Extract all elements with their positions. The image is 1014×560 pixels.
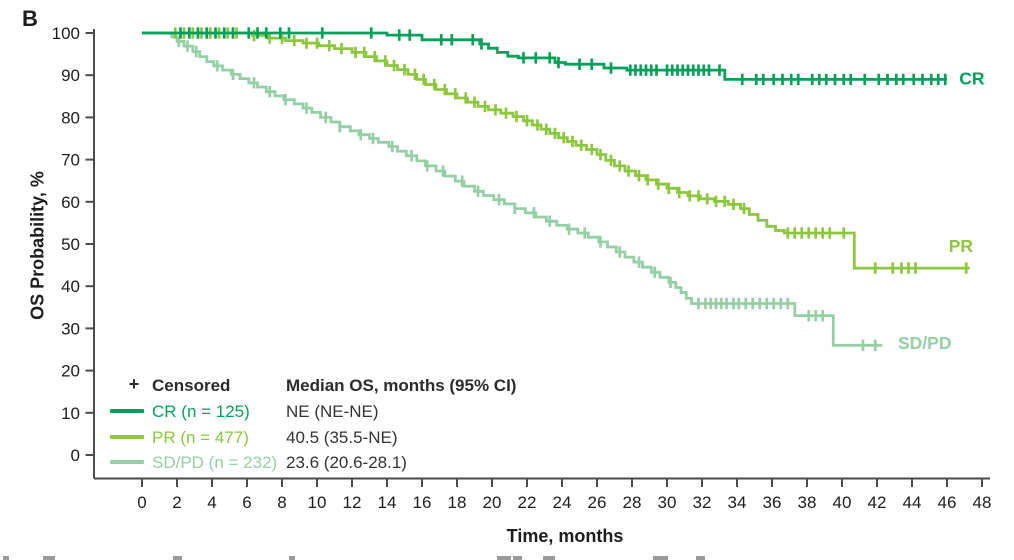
y-tick-label: 30 xyxy=(61,319,80,338)
y-tick-label: 60 xyxy=(61,193,80,212)
x-tick-label: 14 xyxy=(378,493,397,512)
curve-end-label-pr: PR xyxy=(949,236,974,256)
y-tick-label: 0 xyxy=(71,446,80,465)
x-tick-label: 0 xyxy=(137,493,146,512)
y-tick-label: 80 xyxy=(61,108,80,127)
x-tick-label: 44 xyxy=(903,493,922,512)
legend-label-cr: CR (n = 125) xyxy=(152,402,250,421)
legend-label-pr: PR (n = 477) xyxy=(152,428,249,447)
cropped-text-fragment xyxy=(289,556,295,560)
sdpd-line-swatch xyxy=(110,460,144,464)
x-tick-label: 22 xyxy=(518,493,537,512)
x-tick-label: 40 xyxy=(833,493,852,512)
panel-label: B xyxy=(22,6,38,31)
y-tick-label: 50 xyxy=(61,235,80,254)
x-tick-label: 38 xyxy=(798,493,817,512)
x-tick-label: 32 xyxy=(693,493,712,512)
x-tick-label: 46 xyxy=(938,493,957,512)
y-tick-label: 70 xyxy=(61,151,80,170)
x-tick-label: 8 xyxy=(277,493,286,512)
x-tick-label: 4 xyxy=(207,493,216,512)
cropped-text-fragment xyxy=(497,556,511,560)
x-tick-label: 34 xyxy=(728,493,747,512)
censored-plus-icon: + xyxy=(128,374,140,394)
y-tick-label: 40 xyxy=(61,277,80,296)
curve-end-label-cr: CR xyxy=(959,68,985,88)
x-tick-label: 28 xyxy=(623,493,642,512)
x-tick-label: 18 xyxy=(448,493,467,512)
x-tick-label: 30 xyxy=(658,493,677,512)
x-tick-label: 2 xyxy=(172,493,181,512)
x-tick-label: 12 xyxy=(343,493,362,512)
km-curve-pr xyxy=(142,31,970,270)
legend-censored-label: Censored xyxy=(152,376,231,395)
x-tick-label: 42 xyxy=(868,493,887,512)
cr-line-swatch xyxy=(110,409,144,413)
x-tick-label: 10 xyxy=(308,493,327,512)
cropped-text-fragment xyxy=(43,556,55,560)
legend-median-cr: NE (NE-NE) xyxy=(286,402,379,421)
x-tick-label: 24 xyxy=(553,493,572,512)
x-tick-label: 26 xyxy=(588,493,607,512)
cropped-text-fragment xyxy=(513,556,522,560)
x-axis-title: Time, months xyxy=(506,526,624,546)
pr-line-swatch xyxy=(110,435,144,439)
y-tick-label: 100 xyxy=(52,24,80,43)
curve-end-label-sdpd: SD/PD xyxy=(898,333,951,353)
x-tick-label: 6 xyxy=(242,493,251,512)
x-tick-label: 20 xyxy=(483,493,502,512)
y-tick-label: 20 xyxy=(61,362,80,381)
legend-median-sdpd: 23.6 (20.6-28.1) xyxy=(286,453,407,472)
legend-median-header: Median OS, months (95% CI) xyxy=(286,376,517,395)
km-curve-cr xyxy=(142,31,947,81)
legend-median-pr: 40.5 (35.5-NE) xyxy=(286,428,398,447)
cropped-text-fragment xyxy=(173,556,182,560)
x-tick-label: 16 xyxy=(413,493,432,512)
x-tick-label: 48 xyxy=(973,493,992,512)
y-axis-title: OS Probability, % xyxy=(27,171,48,320)
legend-label-sdpd: SD/PD (n = 232) xyxy=(152,453,278,472)
cropped-text-fragment xyxy=(696,556,705,560)
x-tick-label: 36 xyxy=(763,493,782,512)
y-tick-label: 10 xyxy=(61,404,80,423)
cropped-text-fragment xyxy=(3,556,9,560)
cropped-text-fragment xyxy=(543,556,555,560)
y-tick-label: 90 xyxy=(61,66,80,85)
cropped-text-fragment xyxy=(653,556,668,560)
